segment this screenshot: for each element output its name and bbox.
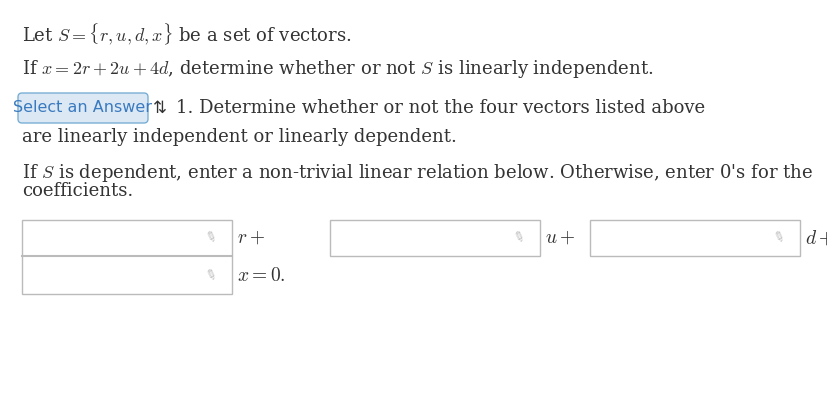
- Text: $r+$: $r+$: [237, 229, 265, 247]
- Text: ✎: ✎: [202, 229, 218, 246]
- Text: $u+$: $u+$: [544, 229, 575, 247]
- Text: If $x = 2r + 2u + 4d$, determine whether or not $S$ is linearly independent.: If $x = 2r + 2u + 4d$, determine whether…: [22, 58, 653, 80]
- Text: Select an Answer: Select an Answer: [13, 101, 152, 116]
- Bar: [330, 220, 539, 256]
- Text: ✎: ✎: [202, 267, 218, 284]
- Bar: [22, 220, 232, 294]
- Text: coefficients.: coefficients.: [22, 182, 133, 200]
- Bar: [590, 220, 799, 256]
- Text: 1. Determine whether or not the four vectors listed above: 1. Determine whether or not the four vec…: [176, 99, 705, 117]
- Text: If $S$ is dependent, enter a non-trivial linear relation below. Otherwise, enter: If $S$ is dependent, enter a non-trivial…: [22, 162, 812, 184]
- Text: ⇅: ⇅: [153, 99, 167, 117]
- Text: ✎: ✎: [769, 229, 785, 246]
- FancyBboxPatch shape: [18, 93, 148, 123]
- Text: Let $S = \{r, u, d, x\}$ be a set of vectors.: Let $S = \{r, u, d, x\}$ be a set of vec…: [22, 22, 351, 47]
- Text: $d+$: $d+$: [804, 229, 827, 247]
- Text: ✎: ✎: [509, 229, 525, 246]
- Text: $x = 0.$: $x = 0.$: [237, 267, 285, 285]
- Text: are linearly independent or linearly dependent.: are linearly independent or linearly dep…: [22, 128, 457, 146]
